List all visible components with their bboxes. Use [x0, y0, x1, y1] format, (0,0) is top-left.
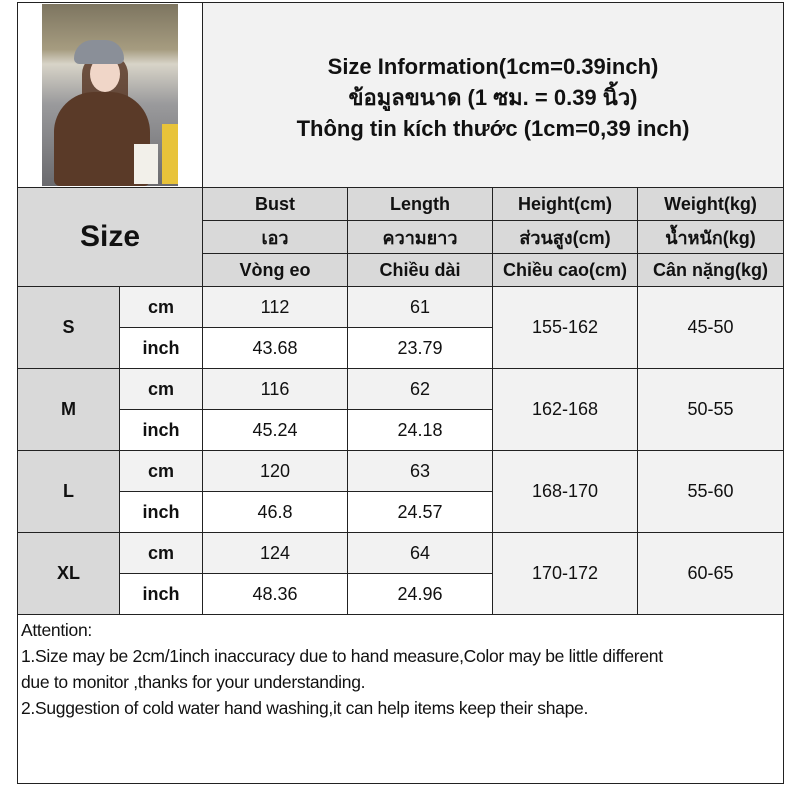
column-header: Bust: [202, 187, 348, 221]
height-cell: 168-170: [492, 450, 638, 533]
column-header: Height(cm): [492, 187, 638, 221]
weight-cell: 60-65: [637, 532, 784, 615]
size-label: S: [17, 286, 120, 369]
measure-cell: 46.8: [202, 491, 348, 533]
title-line-en: Size Information(1cm=0.39inch): [327, 54, 659, 79]
measure-cell: 24.18: [347, 409, 493, 451]
size-info-title: Size Information(1cm=0.39inch) ข้อมูลขนา…: [202, 2, 784, 188]
unit-label: cm: [119, 286, 203, 328]
table-row: inch 48.36 24.96: [18, 573, 784, 615]
column-header: ความยาว: [347, 220, 493, 254]
size-label: L: [17, 450, 120, 533]
measure-cell: 62: [347, 368, 493, 410]
weight-cell: 55-60: [637, 450, 784, 533]
table-row: XL cm 124 64 170-172 60-65: [17, 532, 784, 615]
attention-heading: Attention:: [21, 620, 92, 640]
unit-label: cm: [119, 450, 203, 492]
column-header: น้ำหนัก(kg): [637, 220, 784, 254]
column-header: Vòng eo: [202, 253, 348, 287]
unit-label: inch: [119, 573, 203, 615]
measure-cell: 64: [347, 532, 493, 574]
attention-line: due to monitor ,thanks for your understa…: [21, 672, 366, 692]
attention-line: 2.Suggestion of cold water hand washing,…: [21, 698, 589, 718]
column-header: Chiều cao(cm): [492, 253, 638, 287]
measure-cell: 112: [202, 286, 348, 328]
measure-cell: 43.68: [202, 327, 348, 369]
height-cell: 155-162: [492, 286, 638, 369]
measure-cell: 24.57: [347, 491, 493, 533]
product-photo: [42, 4, 178, 186]
unit-label: inch: [119, 327, 203, 369]
unit-label: cm: [119, 532, 203, 574]
size-label: M: [17, 368, 120, 451]
product-photo-cell: [17, 2, 203, 188]
measure-cell: 24.96: [347, 573, 493, 615]
measure-cell: 116: [202, 368, 348, 410]
unit-label: cm: [119, 368, 203, 410]
measure-cell: 45.24: [202, 409, 348, 451]
measure-cell: 120: [202, 450, 348, 492]
attention-line: 1.Size may be 2cm/1inch inaccuracy due t…: [21, 646, 663, 666]
measure-cell: 124: [202, 532, 348, 574]
title-line-th: ข้อมูลขนาด (1 ซม. = 0.39 นิ้ว): [348, 85, 638, 110]
column-header: Length: [347, 187, 493, 221]
size-header: Size: [17, 187, 203, 287]
column-header: ส่วนสูง(cm): [492, 220, 638, 254]
size-chart-table: Size Information(1cm=0.39inch) ข้อมูลขนา…: [17, 2, 784, 784]
measure-cell: 48.36: [202, 573, 348, 615]
table-row: inch 43.68 23.79: [18, 327, 784, 369]
column-header: Cân nặng(kg): [637, 253, 784, 287]
weight-cell: 45-50: [637, 286, 784, 369]
measure-cell: 23.79: [347, 327, 493, 369]
weight-cell: 50-55: [637, 368, 784, 451]
table-row: inch 46.8 24.57: [18, 491, 784, 533]
height-cell: 162-168: [492, 368, 638, 451]
measure-cell: 61: [347, 286, 493, 328]
column-header: Weight(kg): [637, 187, 784, 221]
height-cell: 170-172: [492, 532, 638, 615]
column-header: เอว: [202, 220, 348, 254]
column-header: Chiều dài: [347, 253, 493, 287]
unit-label: inch: [119, 491, 203, 533]
size-label: XL: [17, 532, 120, 615]
table-row: inch 45.24 24.18: [18, 409, 784, 451]
measure-cell: 63: [347, 450, 493, 492]
unit-label: inch: [119, 409, 203, 451]
attention-notes: Attention: 1.Size may be 2cm/1inch inaccu…: [17, 614, 784, 784]
title-line-vi: Thông tin kích thước (1cm=0,39 inch): [296, 116, 690, 141]
